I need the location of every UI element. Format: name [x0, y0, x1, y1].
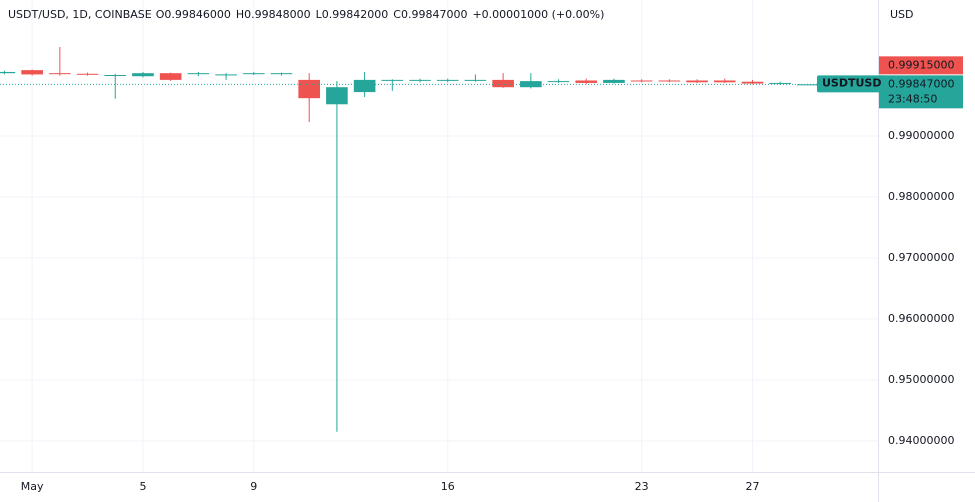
candle-body — [326, 87, 348, 105]
candle-body — [353, 79, 376, 93]
field-key: C — [393, 8, 401, 21]
field-value: 0.99848000 — [244, 8, 310, 21]
candle-body — [242, 73, 265, 75]
candle-body — [298, 79, 321, 99]
candle-body — [0, 71, 16, 74]
y-tick-label: 0.97000000 — [888, 251, 954, 264]
field-value: 0.99847000 — [401, 8, 467, 21]
x-tick-label: 5 — [139, 480, 146, 493]
candle-body — [49, 73, 71, 75]
candle-body — [381, 79, 404, 81]
candle-body — [76, 73, 99, 75]
price-label: 0.99847000 — [888, 77, 954, 90]
candle-body — [575, 80, 598, 83]
y-tick-label: 0.98000000 — [888, 190, 954, 203]
candle-body — [104, 75, 127, 77]
symbol-label-box — [817, 75, 887, 93]
candle-body — [132, 73, 154, 77]
field-key: H — [236, 8, 244, 21]
candle-body — [464, 79, 487, 81]
candle-body — [547, 81, 570, 83]
symbol-label: USDTUSD — [822, 76, 881, 89]
y-tick-label: 0.95000000 — [888, 373, 954, 386]
y-tick-label: 0.99000000 — [888, 129, 954, 142]
grid — [0, 0, 878, 472]
change: +0.00001000 (+0.00%) — [472, 8, 604, 21]
candle-body — [21, 70, 43, 75]
price-label-box — [879, 56, 963, 75]
countdown: 23:48:50 — [888, 92, 937, 105]
candle-body — [159, 73, 182, 80]
candle-body — [630, 80, 653, 82]
field-value: 0.99842000 — [322, 8, 388, 21]
candle-body — [520, 81, 542, 88]
candle-body — [741, 81, 764, 84]
symbol: USDT/USD, 1D, COINBASE — [8, 8, 152, 21]
candle-body — [436, 79, 459, 81]
x-tick-label: May — [21, 480, 44, 493]
candle-body — [686, 80, 708, 83]
x-tick-label: 9 — [250, 480, 257, 493]
x-tick-label: 16 — [441, 480, 455, 493]
candle-body — [713, 80, 736, 83]
y-tick-label: 0.94000000 — [888, 434, 954, 447]
candle-body — [658, 80, 681, 82]
y-tick-label: 0.96000000 — [888, 312, 954, 325]
candle-body — [409, 79, 431, 81]
price-label: 0.99915000 — [888, 58, 954, 71]
field-key: L — [316, 8, 323, 21]
x-tick-label: 23 — [635, 480, 649, 493]
candle-body — [270, 73, 293, 75]
axis-unit: USD — [890, 8, 914, 21]
price-labels: 0.99915000 0.99847000 23:48:50 USDTUSD — [0, 56, 963, 109]
candle-body — [769, 82, 792, 84]
candle-body — [215, 74, 237, 76]
field-value: 0.99846000 — [164, 8, 230, 21]
candle-body — [492, 79, 514, 88]
legend-header: USDT/USD, 1D, COINBASE O 0.99846000 H 0.998… — [8, 8, 604, 21]
candles — [0, 46, 819, 432]
price-label-box — [879, 75, 963, 109]
candle-body — [603, 79, 625, 83]
field-key: O — [156, 8, 165, 21]
candle-body — [187, 73, 210, 75]
x-tick-label: 27 — [745, 480, 759, 493]
